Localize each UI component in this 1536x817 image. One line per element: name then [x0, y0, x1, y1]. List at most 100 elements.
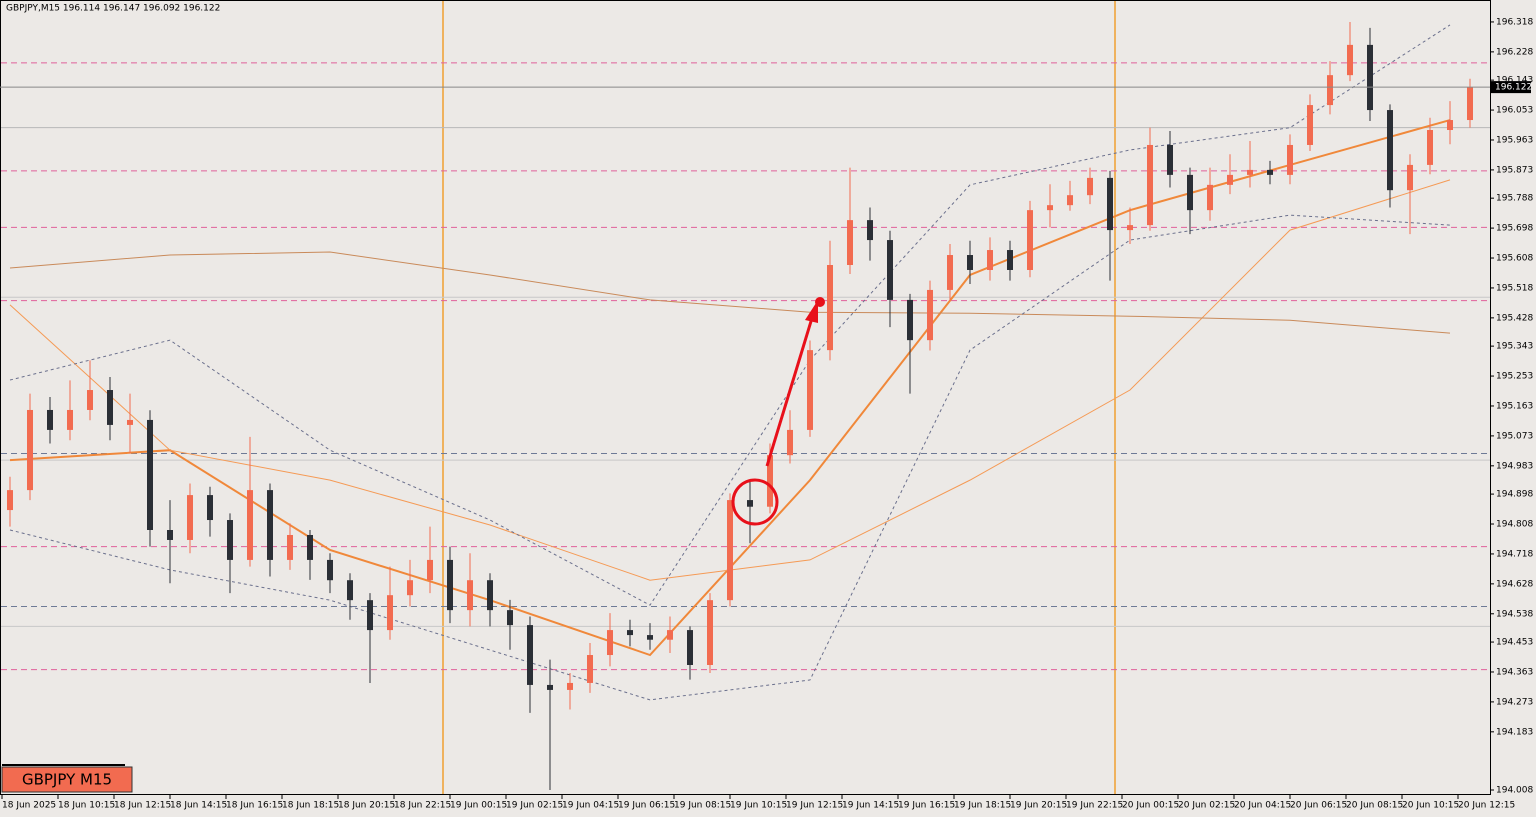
candle-body [107, 390, 113, 425]
y-tick-label: 194.983 [1496, 461, 1533, 471]
last-price-label: 196.122 [1495, 83, 1532, 93]
indicator-line [9, 24, 1451, 606]
candle-body [887, 240, 893, 300]
candle-body [827, 265, 833, 351]
candle-body [167, 530, 173, 540]
candle-body [1367, 44, 1373, 111]
candle-body [1167, 144, 1173, 175]
x-tick-label: 19 Jun 16:15 [898, 801, 955, 811]
axis-layer: 196.318 196.228 196.143 196.053 195.963 195.8… [0, 17, 1533, 811]
y-tick-label: 195.253 [1496, 372, 1533, 382]
x-tick-label: 19 Jun 10:15 [730, 801, 787, 811]
y-tick-label: 195.163 [1496, 401, 1533, 411]
candle-body [47, 409, 53, 430]
candle-body [267, 490, 273, 560]
x-tick-label: 18 Jun 16:15 [226, 801, 283, 811]
annotation-dot [815, 297, 825, 307]
y-tick-label: 196.228 [1496, 47, 1533, 57]
candle-body [487, 580, 493, 611]
candle-body [1387, 110, 1393, 191]
candle-body [507, 610, 513, 626]
candle-body [1287, 144, 1293, 175]
x-tick-label: 18 Jun 20:15 [338, 801, 395, 811]
annotation-arrow [765, 317, 814, 467]
candle-body [1467, 87, 1473, 121]
candle-body [727, 500, 733, 601]
y-tick-label: 194.538 [1496, 609, 1533, 619]
candle-body [1127, 225, 1133, 231]
candle-body [467, 580, 473, 611]
y-tick-label: 194.718 [1496, 549, 1533, 559]
plot-frame [0, 0, 1491, 795]
candle-body [27, 409, 33, 491]
candle-body [907, 299, 913, 341]
x-tick-label: 19 Jun 04:15 [562, 801, 619, 811]
candle-body [707, 600, 713, 665]
candle-body [867, 220, 873, 241]
candle-body [607, 630, 613, 656]
candle-body [327, 559, 333, 581]
x-tick-label: 18 Jun 18:15 [282, 801, 339, 811]
candles-layer [7, 21, 1473, 791]
x-tick-label: 19 Jun 20:15 [1010, 801, 1067, 811]
y-tick-label: 194.183 [1496, 727, 1533, 737]
candle-body [367, 600, 373, 631]
arrow-head [805, 300, 818, 323]
candle-body [7, 490, 13, 511]
y-tick-label: 195.428 [1496, 313, 1533, 323]
y-tick-label: 195.788 [1496, 194, 1533, 204]
candle-body [1027, 210, 1033, 270]
candle-body [387, 595, 393, 631]
candle-body [847, 220, 853, 265]
y-tick-label: 194.008 [1496, 786, 1533, 796]
x-tick-label: 19 Jun 00:15 [450, 801, 507, 811]
y-tick-label: 194.453 [1496, 638, 1533, 648]
candle-body [227, 520, 233, 560]
candle-body [347, 580, 353, 601]
y-tick-label: 195.518 [1496, 283, 1533, 293]
y-tick-label: 196.318 [1496, 17, 1533, 27]
y-tick-label: 195.873 [1496, 165, 1533, 175]
x-tick-label: 19 Jun 02:15 [506, 801, 563, 811]
y-tick-label: 194.273 [1496, 697, 1533, 707]
badge-box [1, 766, 133, 793]
candle-body [1407, 164, 1413, 191]
candle-body [1067, 195, 1073, 206]
y-tick-label: 195.963 [1496, 135, 1533, 145]
candle-body [667, 630, 673, 640]
candle-body [87, 390, 93, 410]
indicator-line [9, 251, 1451, 334]
x-tick-label: 19 Jun 14:15 [842, 801, 899, 811]
candle-body [1107, 177, 1113, 231]
x-tick-label: 19 Jun 08:15 [674, 801, 731, 811]
x-tick-label: 18 Jun 10:15 [58, 801, 115, 811]
y-tick-label: 195.698 [1496, 224, 1533, 234]
x-tick-label: 20 Jun 04:15 [1234, 801, 1291, 811]
x-tick-label: 20 Jun 12:15 [1458, 801, 1515, 811]
lines-layer [1, 24, 1490, 701]
candle-body [687, 630, 693, 665]
y-tick-label: 195.343 [1496, 342, 1533, 352]
y-tick-label: 194.808 [1496, 520, 1533, 530]
candle-body [567, 682, 573, 690]
candle-body [547, 684, 553, 690]
candle-body [1187, 174, 1193, 211]
candle-body [1227, 174, 1233, 185]
candle-body [807, 350, 813, 430]
candle-body [287, 534, 293, 560]
candle-body [1247, 169, 1253, 175]
candle-body [927, 289, 933, 341]
x-tick-label: 19 Jun 22:15 [1066, 801, 1123, 811]
candle-body [1147, 144, 1153, 226]
candle-body [247, 490, 253, 560]
annotation-circle [731, 478, 779, 526]
candle-body [147, 419, 153, 530]
x-tick-label: 18 Jun 22:15 [394, 801, 451, 811]
chart-title: GBPJPY,M15 196.114 196.147 196.092 196.1… [6, 4, 220, 14]
candle-body [187, 495, 193, 540]
y-tick-label: 195.608 [1496, 254, 1533, 264]
candle-body [627, 630, 633, 636]
candle-body [1327, 75, 1333, 106]
